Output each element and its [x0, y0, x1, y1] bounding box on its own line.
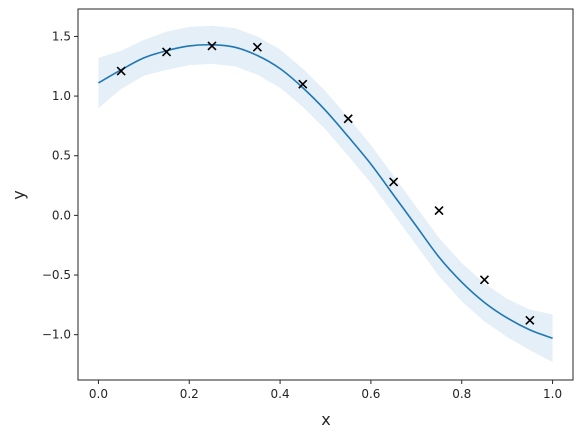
y-tick-label: 0.5 — [52, 149, 71, 163]
axes-frame — [77, 8, 574, 381]
axes: 0.0 0.2 0.4 0.6 0.8 1.0 −1.0 −0.5 0.0 0.5 1.0 1.5 — [42, 8, 574, 401]
x-axis-label: x — [321, 410, 330, 429]
confidence-band — [98, 25, 553, 363]
data-point-marker — [525, 315, 535, 325]
data-point-marker — [207, 41, 217, 51]
data-point-marker — [343, 114, 353, 124]
x-tick-label: 0.0 — [89, 387, 108, 401]
y-tick-label: 1.0 — [52, 89, 71, 103]
x-tick-label: 0.2 — [180, 387, 199, 401]
x-tick-label: 0.6 — [361, 387, 380, 401]
data-point-marker — [252, 42, 262, 52]
mean-line — [98, 43, 553, 340]
data-point-marker — [479, 275, 490, 285]
y-axis-label: y — [9, 190, 28, 199]
data-point-marker — [116, 66, 126, 76]
y-tick-label: −0.5 — [42, 268, 71, 282]
y-tick-label: −1.0 — [42, 328, 71, 342]
x-tick-label: 1.0 — [543, 387, 562, 401]
data-point-marker — [161, 47, 172, 57]
x-tick-label: 0.8 — [452, 387, 471, 401]
plot-area — [98, 25, 553, 363]
y-tick-label: 0.0 — [52, 208, 71, 222]
y-tick-label: 1.5 — [52, 29, 71, 43]
data-point-marker — [298, 79, 308, 89]
data-point-marker — [389, 177, 399, 187]
x-tick-label: 0.4 — [271, 387, 290, 401]
data-point-marker — [434, 206, 444, 216]
